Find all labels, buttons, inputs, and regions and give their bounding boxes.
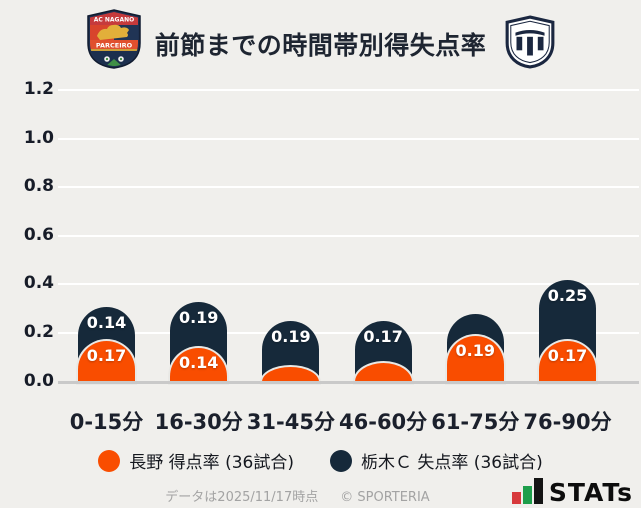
page-title: 前節までの時間帯別得失点率 [154, 31, 487, 60]
bar-value-label: 0.19 [178, 307, 219, 327]
bar-value-label: 0.14 [178, 352, 219, 372]
nagano-badge: AC NAGANO PARCEIRO [87, 9, 141, 69]
y-tick-label: 0.4 [23, 273, 54, 294]
legend-label: 栃木Ｃ 失点率 (36試合) [361, 453, 543, 473]
nagano-score-rate-bar [539, 340, 596, 383]
gridline [58, 283, 639, 286]
footer-note: データは2025/11/17時点 © SPORTERIA [0, 486, 595, 505]
data-date-note: データは2025/11/17時点 [165, 490, 319, 505]
bar-value-label: 0.14 [86, 312, 127, 332]
y-tick-label: 1.2 [23, 78, 54, 99]
gridline [58, 137, 639, 140]
stats-brand: STATs [511, 476, 633, 507]
gridline [58, 331, 639, 334]
bar-value-label: 0.19 [455, 340, 496, 360]
y-tick-label: 0.0 [23, 370, 54, 391]
legend: 長野 得点率 (36試合) 栃木Ｃ 失点率 (36試合) [0, 448, 641, 473]
gridline [58, 186, 639, 189]
stats-logo-icon [511, 478, 543, 506]
x-category-label: 0-15分 [69, 410, 144, 434]
nagano-score-rate-bar [446, 335, 504, 383]
nagano-badge-top-text: AC NAGANO [94, 17, 135, 24]
tochigi-badge [505, 15, 555, 69]
y-tick-label: 0.6 [23, 224, 54, 245]
y-tick-label: 1.0 [23, 127, 54, 148]
baseline [58, 380, 639, 384]
gridline [58, 234, 639, 237]
bar-value-label: 0.17 [86, 345, 127, 365]
legend-swatch-icon [98, 449, 121, 472]
nagano-badge-band-text: PARCEIRO [96, 42, 133, 50]
x-category-label: 46-60分 [339, 410, 428, 434]
gridline [58, 88, 639, 91]
x-category-label: 61-75分 [431, 410, 520, 434]
bar-value-label: 0.19 [271, 326, 311, 346]
y-tick-label: 0.8 [23, 176, 54, 197]
nagano-lion-icon [97, 24, 129, 40]
legend-swatch-icon [330, 449, 352, 472]
nagano-score-rate-bar [354, 362, 412, 383]
bar-value-label: 0.17 [363, 326, 403, 346]
stats-logo-text: STATs [548, 478, 633, 507]
x-category-label: 16-30分 [154, 410, 243, 434]
legend-item: 栃木Ｃ 失点率 (36試合) [330, 448, 543, 473]
copyright: © SPORTERIA [340, 490, 430, 505]
legend-item: 長野 得点率 (36試合) [98, 448, 294, 473]
nagano-score-rate-bar [78, 340, 135, 383]
y-tick-label: 0.2 [23, 321, 54, 342]
legend-label: 長野 得点率 (36試合) [129, 453, 294, 473]
x-category-label: 76-90分 [523, 410, 612, 434]
bar-value-label: 0.25 [547, 285, 588, 305]
tochigi-emblem-icon [515, 30, 545, 56]
nagano-score-rate-bar [262, 366, 320, 383]
x-category-label: 31-45分 [246, 410, 335, 434]
bar-value-label: 0.17 [547, 345, 588, 365]
